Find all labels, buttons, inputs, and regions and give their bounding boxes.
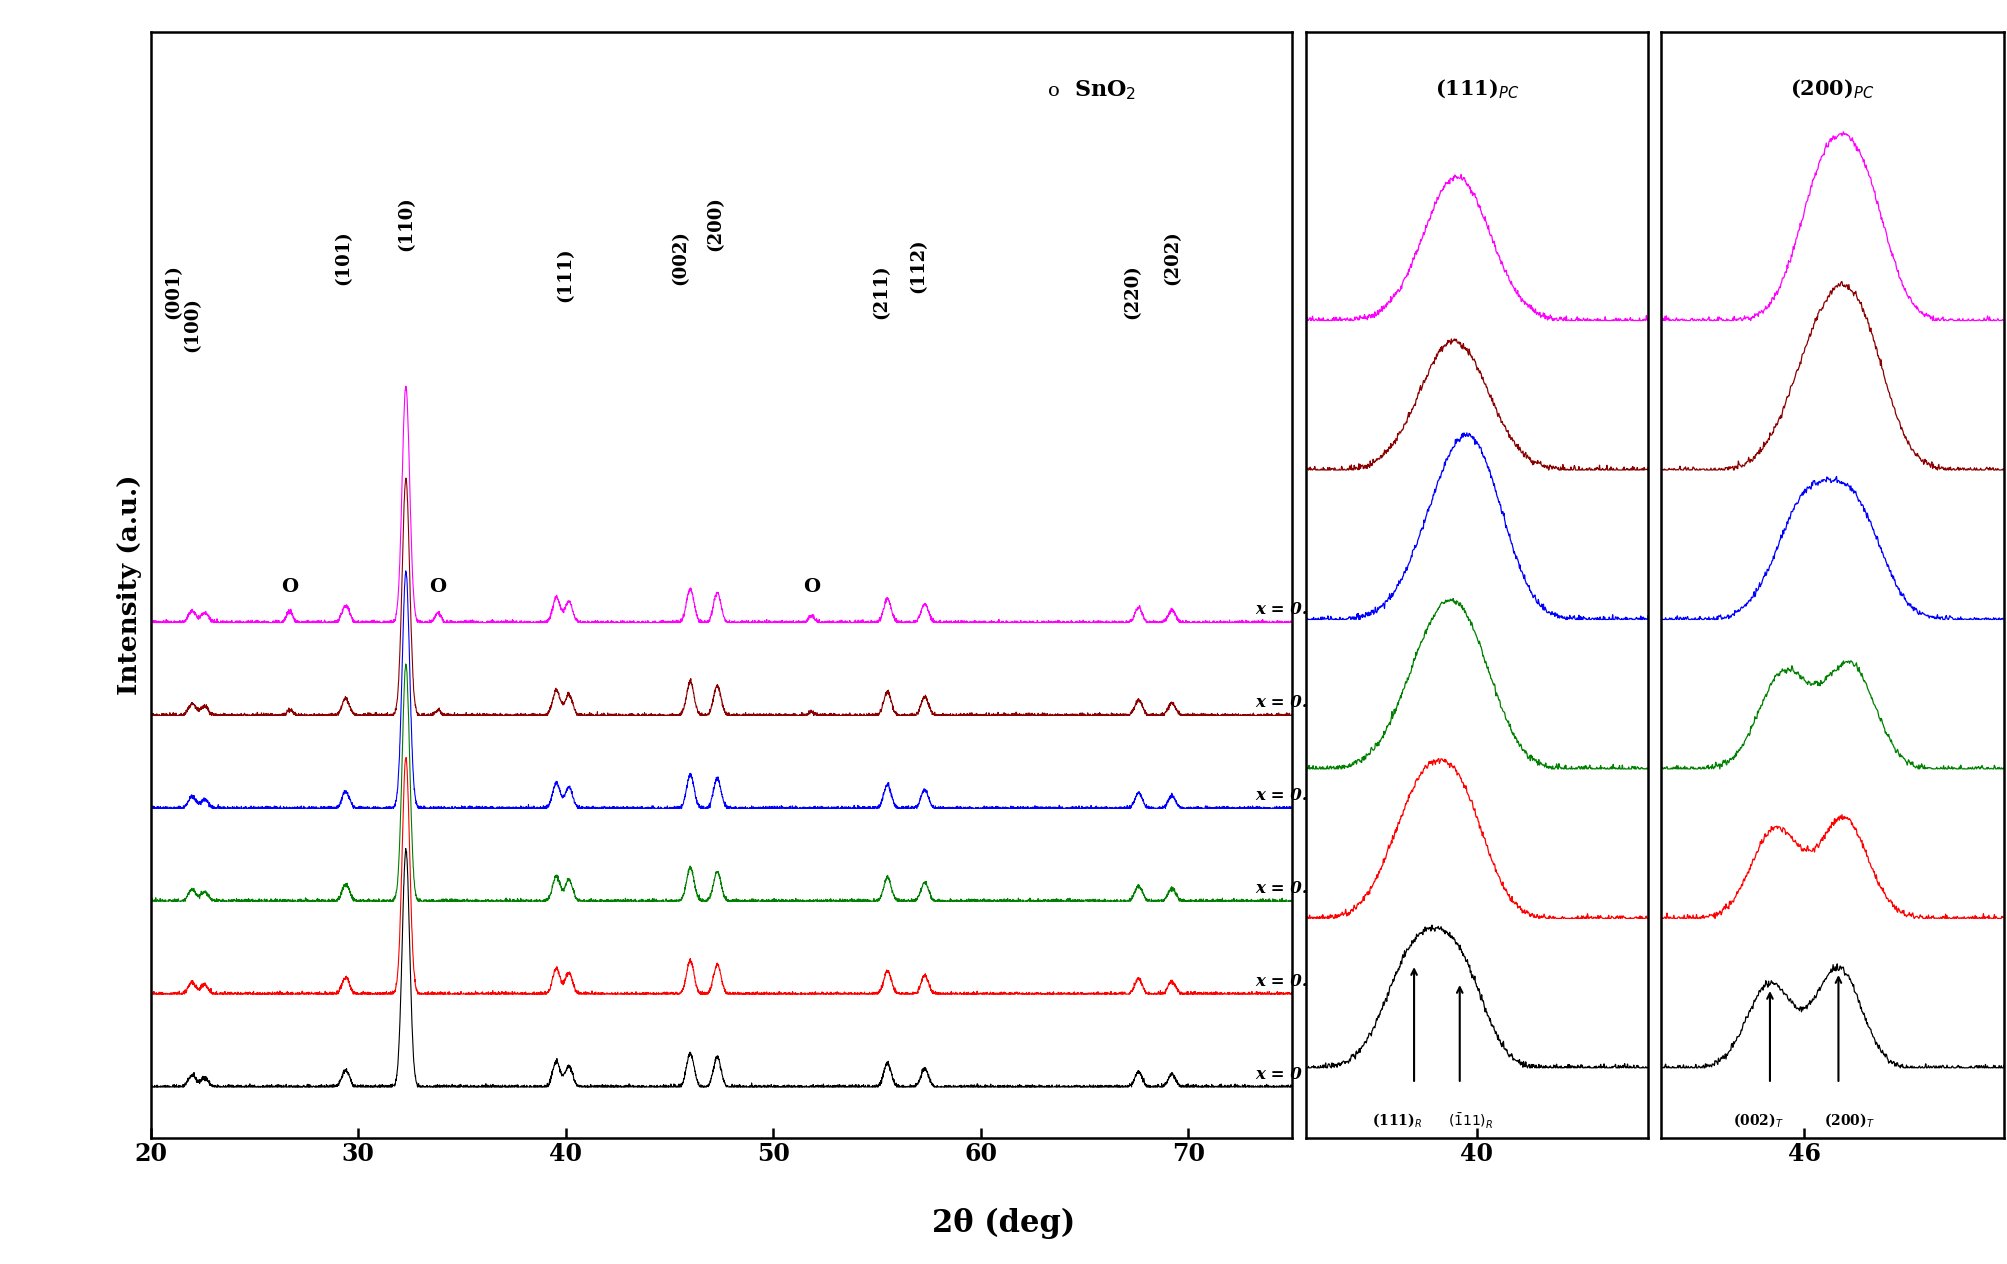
- Text: x = 0 mol: x = 0 mol: [1254, 1066, 1343, 1083]
- Text: (002): (002): [670, 230, 688, 284]
- Text: x = 0.1 mol: x = 0.1 mol: [1254, 602, 1359, 618]
- Text: x = 0.03 mol: x = 0.03 mol: [1254, 880, 1371, 897]
- Text: O: O: [803, 578, 819, 595]
- Text: (111)$_{PC}$: (111)$_{PC}$: [1433, 78, 1519, 101]
- Text: (112): (112): [909, 239, 927, 293]
- Text: (100): (100): [183, 297, 201, 353]
- Text: o: o: [1048, 82, 1060, 100]
- Text: (002)$_T$: (002)$_T$: [1732, 1112, 1782, 1130]
- Text: (001): (001): [165, 264, 183, 319]
- Text: O: O: [429, 578, 446, 595]
- Text: 2θ (deg): 2θ (deg): [931, 1207, 1076, 1239]
- Text: (110): (110): [397, 196, 415, 252]
- Text: $(\bar{1}11)_R$: $(\bar{1}11)_R$: [1447, 1112, 1493, 1131]
- Text: x = 0.07 mol: x = 0.07 mol: [1254, 694, 1371, 712]
- Text: (202): (202): [1162, 230, 1180, 284]
- Text: (200): (200): [706, 196, 725, 252]
- Text: (211): (211): [871, 264, 889, 319]
- Text: (101): (101): [335, 230, 353, 284]
- Text: x = 0.05 mol: x = 0.05 mol: [1254, 787, 1371, 804]
- Text: (200)$_{PC}$: (200)$_{PC}$: [1790, 78, 1875, 101]
- Text: (200)$_T$: (200)$_T$: [1824, 1112, 1875, 1130]
- Text: x = 0.01 mol: x = 0.01 mol: [1254, 973, 1371, 990]
- Text: SnO$_2$: SnO$_2$: [1074, 78, 1136, 102]
- Text: (220): (220): [1122, 264, 1140, 319]
- Text: (111)$_R$: (111)$_R$: [1371, 1112, 1421, 1130]
- Text: (111): (111): [556, 248, 574, 302]
- Text: O: O: [281, 578, 299, 595]
- Y-axis label: Intensity (a.u.): Intensity (a.u.): [116, 474, 142, 695]
